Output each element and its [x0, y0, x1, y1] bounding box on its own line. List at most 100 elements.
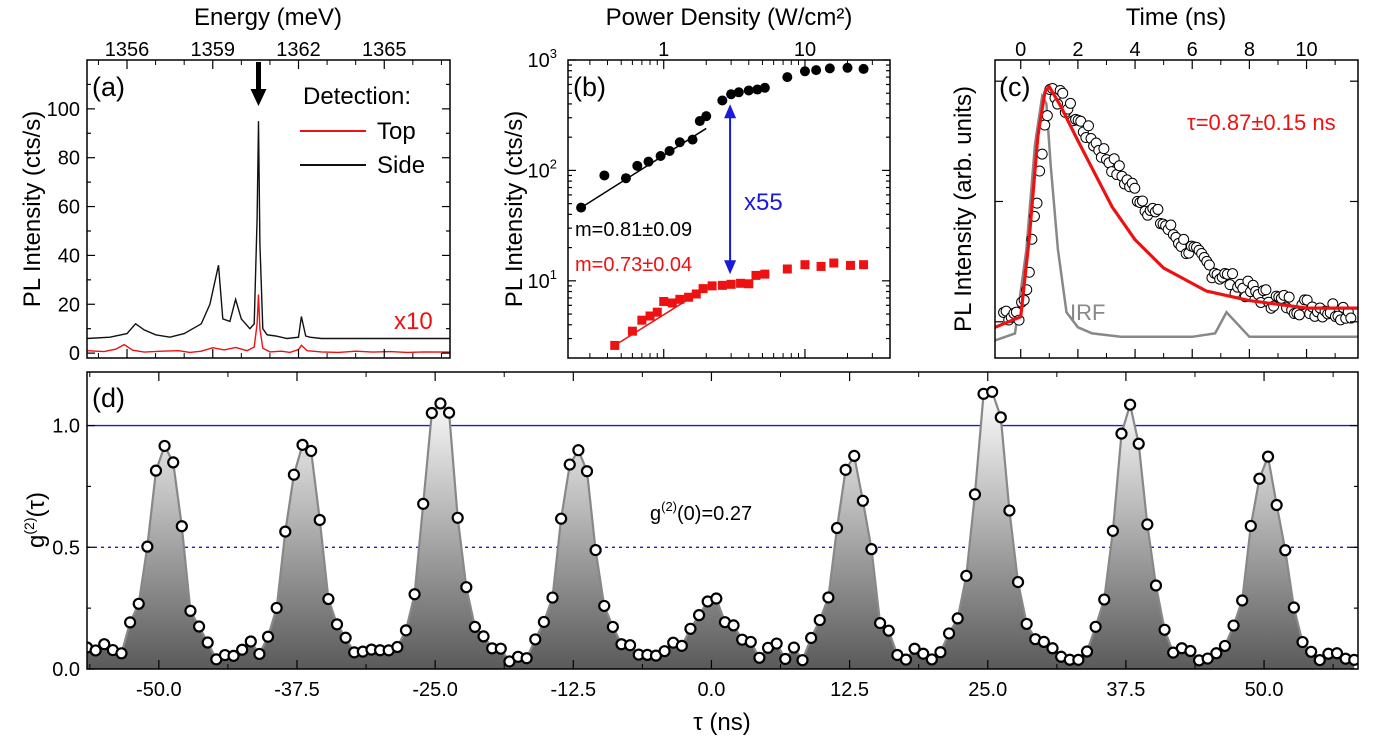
g2-data-point	[658, 645, 671, 658]
data-point-red	[859, 260, 869, 270]
g2-data-point	[908, 642, 921, 655]
fit-black-label: m=0.81±0.09	[575, 219, 692, 241]
g2-data-point	[305, 444, 318, 458]
ratio-arrow-head-up	[724, 104, 737, 119]
data-point-red	[691, 289, 701, 299]
g2-data-point	[589, 543, 602, 557]
decay-data-point	[1098, 143, 1110, 155]
g2-data-point	[882, 624, 895, 637]
g2-data-point	[494, 642, 507, 655]
g2-data-point	[1296, 635, 1309, 649]
g2-data-point	[184, 604, 197, 617]
panel-a-ytick-label: 0	[69, 343, 80, 365]
g2-data-point	[925, 653, 938, 666]
data-point-black	[799, 66, 810, 77]
g2-data-point	[1158, 623, 1171, 636]
g2-data-point	[1305, 645, 1318, 658]
g2-data-point	[244, 635, 257, 648]
g2-data-point	[1218, 639, 1232, 653]
g2-data-point	[425, 406, 438, 420]
g2-data-point	[477, 630, 490, 643]
fit-lifetime-label: τ=0.87±0.15 ns	[1187, 110, 1336, 135]
detection-arrow-head	[250, 89, 267, 106]
decay-data-point	[1260, 284, 1272, 296]
g2-data-point	[1072, 653, 1085, 666]
g2-data-point	[1046, 642, 1059, 655]
panel-b-ytick-label: 103	[528, 46, 557, 72]
decay-data-point	[1113, 160, 1125, 172]
decay-data-point	[1129, 182, 1141, 194]
g2-data-point	[434, 397, 447, 410]
data-point-black	[674, 137, 685, 148]
g2-data-point	[856, 494, 869, 507]
data-point-red	[698, 284, 708, 294]
g2-data-point	[115, 647, 128, 660]
decay-data-point	[1064, 97, 1076, 109]
decay-data-point	[1041, 110, 1053, 122]
g2-data-point	[236, 643, 249, 656]
fit-line-black	[580, 127, 707, 209]
g2-data-point	[175, 520, 188, 533]
panel-c-xtick-label: 8	[1244, 39, 1255, 61]
decay-data-point	[1057, 87, 1069, 99]
data-point-black	[752, 84, 763, 95]
g2-data-point	[1132, 437, 1145, 450]
panel-c-series-group	[995, 82, 1358, 342]
g2-data-point	[167, 456, 180, 469]
g2-data-point	[684, 622, 697, 635]
panel-c-xtick-label: 10	[1295, 39, 1317, 61]
panel-b-label: (b)	[573, 72, 606, 102]
g2-data-point	[951, 612, 964, 625]
data-point-red	[684, 292, 694, 302]
panel-b-xtick-label: 1	[658, 39, 669, 61]
fit-red-label: m=0.73±0.04	[575, 254, 692, 276]
series-top-line	[87, 294, 450, 354]
data-point-black	[759, 82, 770, 93]
g2-data-point	[141, 540, 154, 553]
g2-data-point	[1210, 647, 1223, 660]
data-point-red	[707, 281, 717, 291]
data-point-black	[701, 111, 712, 122]
panel-a-annotation: x10	[394, 308, 433, 335]
g2-data-point	[1098, 593, 1111, 606]
data-point-red	[610, 340, 620, 350]
panel-d-label: (d)	[92, 383, 125, 413]
panel-d-ytick-label: 1.0	[52, 416, 80, 438]
panel-a-plot: 1356 1359 1362 1365 0 20 40 60 80 100	[47, 39, 451, 365]
panel-c-xtick-label: 2	[1072, 39, 1083, 61]
decay-data-point	[1227, 268, 1239, 280]
g2-data-point	[555, 512, 568, 525]
data-point-red	[652, 307, 662, 317]
g2-data-point	[132, 597, 145, 610]
g2-data-point	[460, 581, 473, 594]
g2-data-point	[692, 609, 706, 622]
g2-data-point	[1253, 472, 1266, 485]
decay-data-point	[1036, 148, 1048, 160]
data-point-black	[664, 145, 675, 156]
g2-data-point	[313, 513, 326, 527]
data-point-red	[667, 298, 677, 308]
g2-data-point	[201, 636, 214, 649]
g2-data-point	[830, 521, 844, 535]
data-point-red	[816, 261, 826, 271]
panel-d-frame	[86, 371, 1359, 670]
decay-fit-line	[995, 85, 1358, 329]
g2-data-point	[1080, 645, 1094, 658]
g2-data-point	[279, 525, 292, 538]
g2-data-point	[580, 465, 594, 478]
g2-data-point	[598, 599, 611, 613]
g2-data-point	[1011, 575, 1025, 589]
panel-d-xlabel: τ (ns)	[693, 709, 750, 736]
g2-data-point	[1330, 647, 1344, 660]
panel-b-xtick-label: 10	[794, 39, 816, 61]
g2-data-point	[537, 615, 550, 629]
g2-data-point	[520, 652, 533, 665]
g2-data-point	[1141, 518, 1154, 531]
ratio-label: x55	[744, 189, 783, 216]
irf-label: IRF	[1070, 300, 1105, 325]
g2-data-point	[994, 411, 1007, 424]
data-point-red	[627, 326, 637, 336]
g2-data-point	[624, 639, 637, 652]
g2-data-point	[942, 627, 956, 640]
g2-data-point	[529, 633, 542, 646]
